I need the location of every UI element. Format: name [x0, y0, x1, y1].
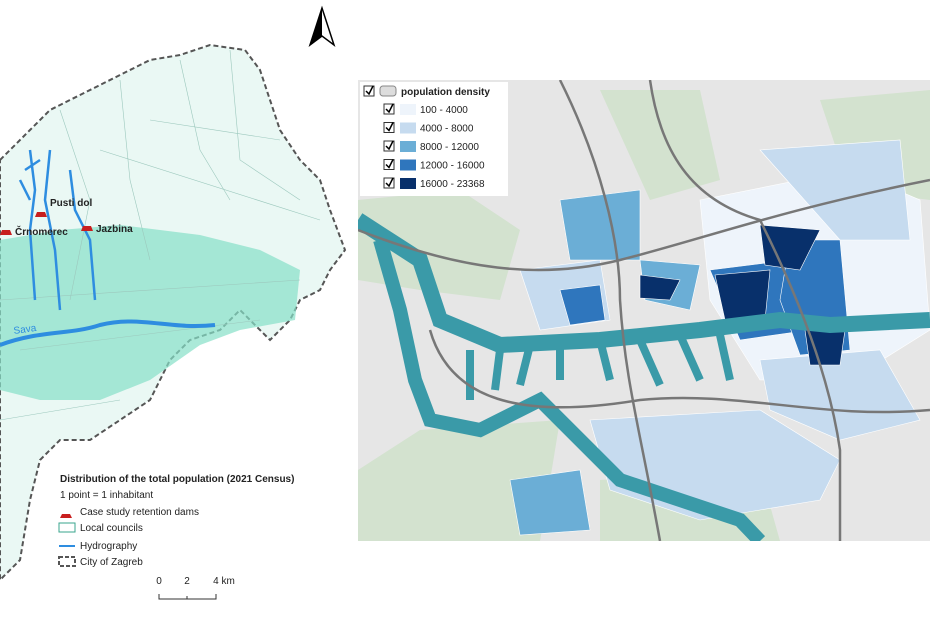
density-polygon [714, 269, 771, 321]
legend-item: Case study retention dams [80, 507, 199, 518]
layer-checkbox[interactable] [363, 85, 375, 97]
class-swatch [400, 104, 416, 115]
dense-area [0, 225, 300, 400]
hydrography [0, 149, 216, 347]
legend-item: City of Zagreb [80, 557, 143, 568]
check [385, 177, 394, 188]
legend-item: Hydrography [80, 541, 137, 552]
roads [358, 80, 930, 541]
class-checkbox[interactable] [383, 140, 395, 152]
legend-subtitle: 1 point = 1 inhabitant [60, 490, 153, 501]
north-arrow-half [310, 8, 322, 45]
legend-item: Local councils [80, 523, 143, 534]
density-polygon [759, 224, 821, 271]
legend-city [58, 556, 76, 567]
check [365, 85, 374, 96]
legend-dam [60, 514, 72, 518]
class-label: 16000 - 23368 [420, 179, 485, 190]
density-polygon [559, 284, 606, 326]
zagreb-map: Pusti dol Črnomerec Jazbina Sava Distrib… [0, 5, 347, 600]
class-swatch [400, 178, 416, 189]
class-label: 4000 - 8000 [420, 124, 474, 135]
class-label: 12000 - 16000 [420, 161, 485, 172]
scale-label: 2 [184, 576, 190, 587]
river-label: Sava [13, 323, 38, 337]
check [385, 103, 394, 114]
dams [0, 212, 93, 235]
class-checkbox[interactable] [383, 103, 395, 115]
class-label: 8000 - 12000 [420, 142, 479, 153]
density-legend [360, 82, 508, 196]
council-lines [0, 49, 321, 421]
class-swatch [400, 122, 416, 134]
place-label: Črnomerec [15, 225, 68, 238]
class-label: 100 - 4000 [420, 105, 468, 116]
scale-label: 0 [156, 576, 162, 587]
legend-title: population density [401, 87, 490, 98]
river [358, 213, 930, 541]
legend-classes: 100 - 4000 4000 - 8000 8000 - 12000 12000 -… [383, 103, 485, 190]
class-checkbox[interactable] [383, 159, 395, 170]
density-polygon [759, 349, 921, 441]
place-label: Jazbina [96, 224, 133, 235]
density-polygon [559, 189, 641, 261]
legend-title: Distribution of the total population (20… [60, 474, 294, 485]
place-label: Pusti dol [50, 198, 92, 209]
layer-icon [379, 85, 397, 97]
legend-council [58, 522, 76, 533]
density-polygon [639, 274, 681, 301]
density-polygon [509, 469, 591, 536]
check [385, 159, 394, 169]
check [385, 122, 394, 132]
scale-label: 4 km [213, 576, 235, 587]
class-checkbox[interactable] [383, 177, 395, 189]
density-polygon [759, 139, 911, 241]
class-swatch [400, 159, 416, 171]
scale-bar [158, 594, 217, 600]
class-swatch [400, 141, 416, 152]
class-checkbox[interactable] [383, 122, 395, 133]
density-map: population density 100 - 4000 4000 - 8000… [358, 80, 930, 541]
check [385, 140, 394, 151]
